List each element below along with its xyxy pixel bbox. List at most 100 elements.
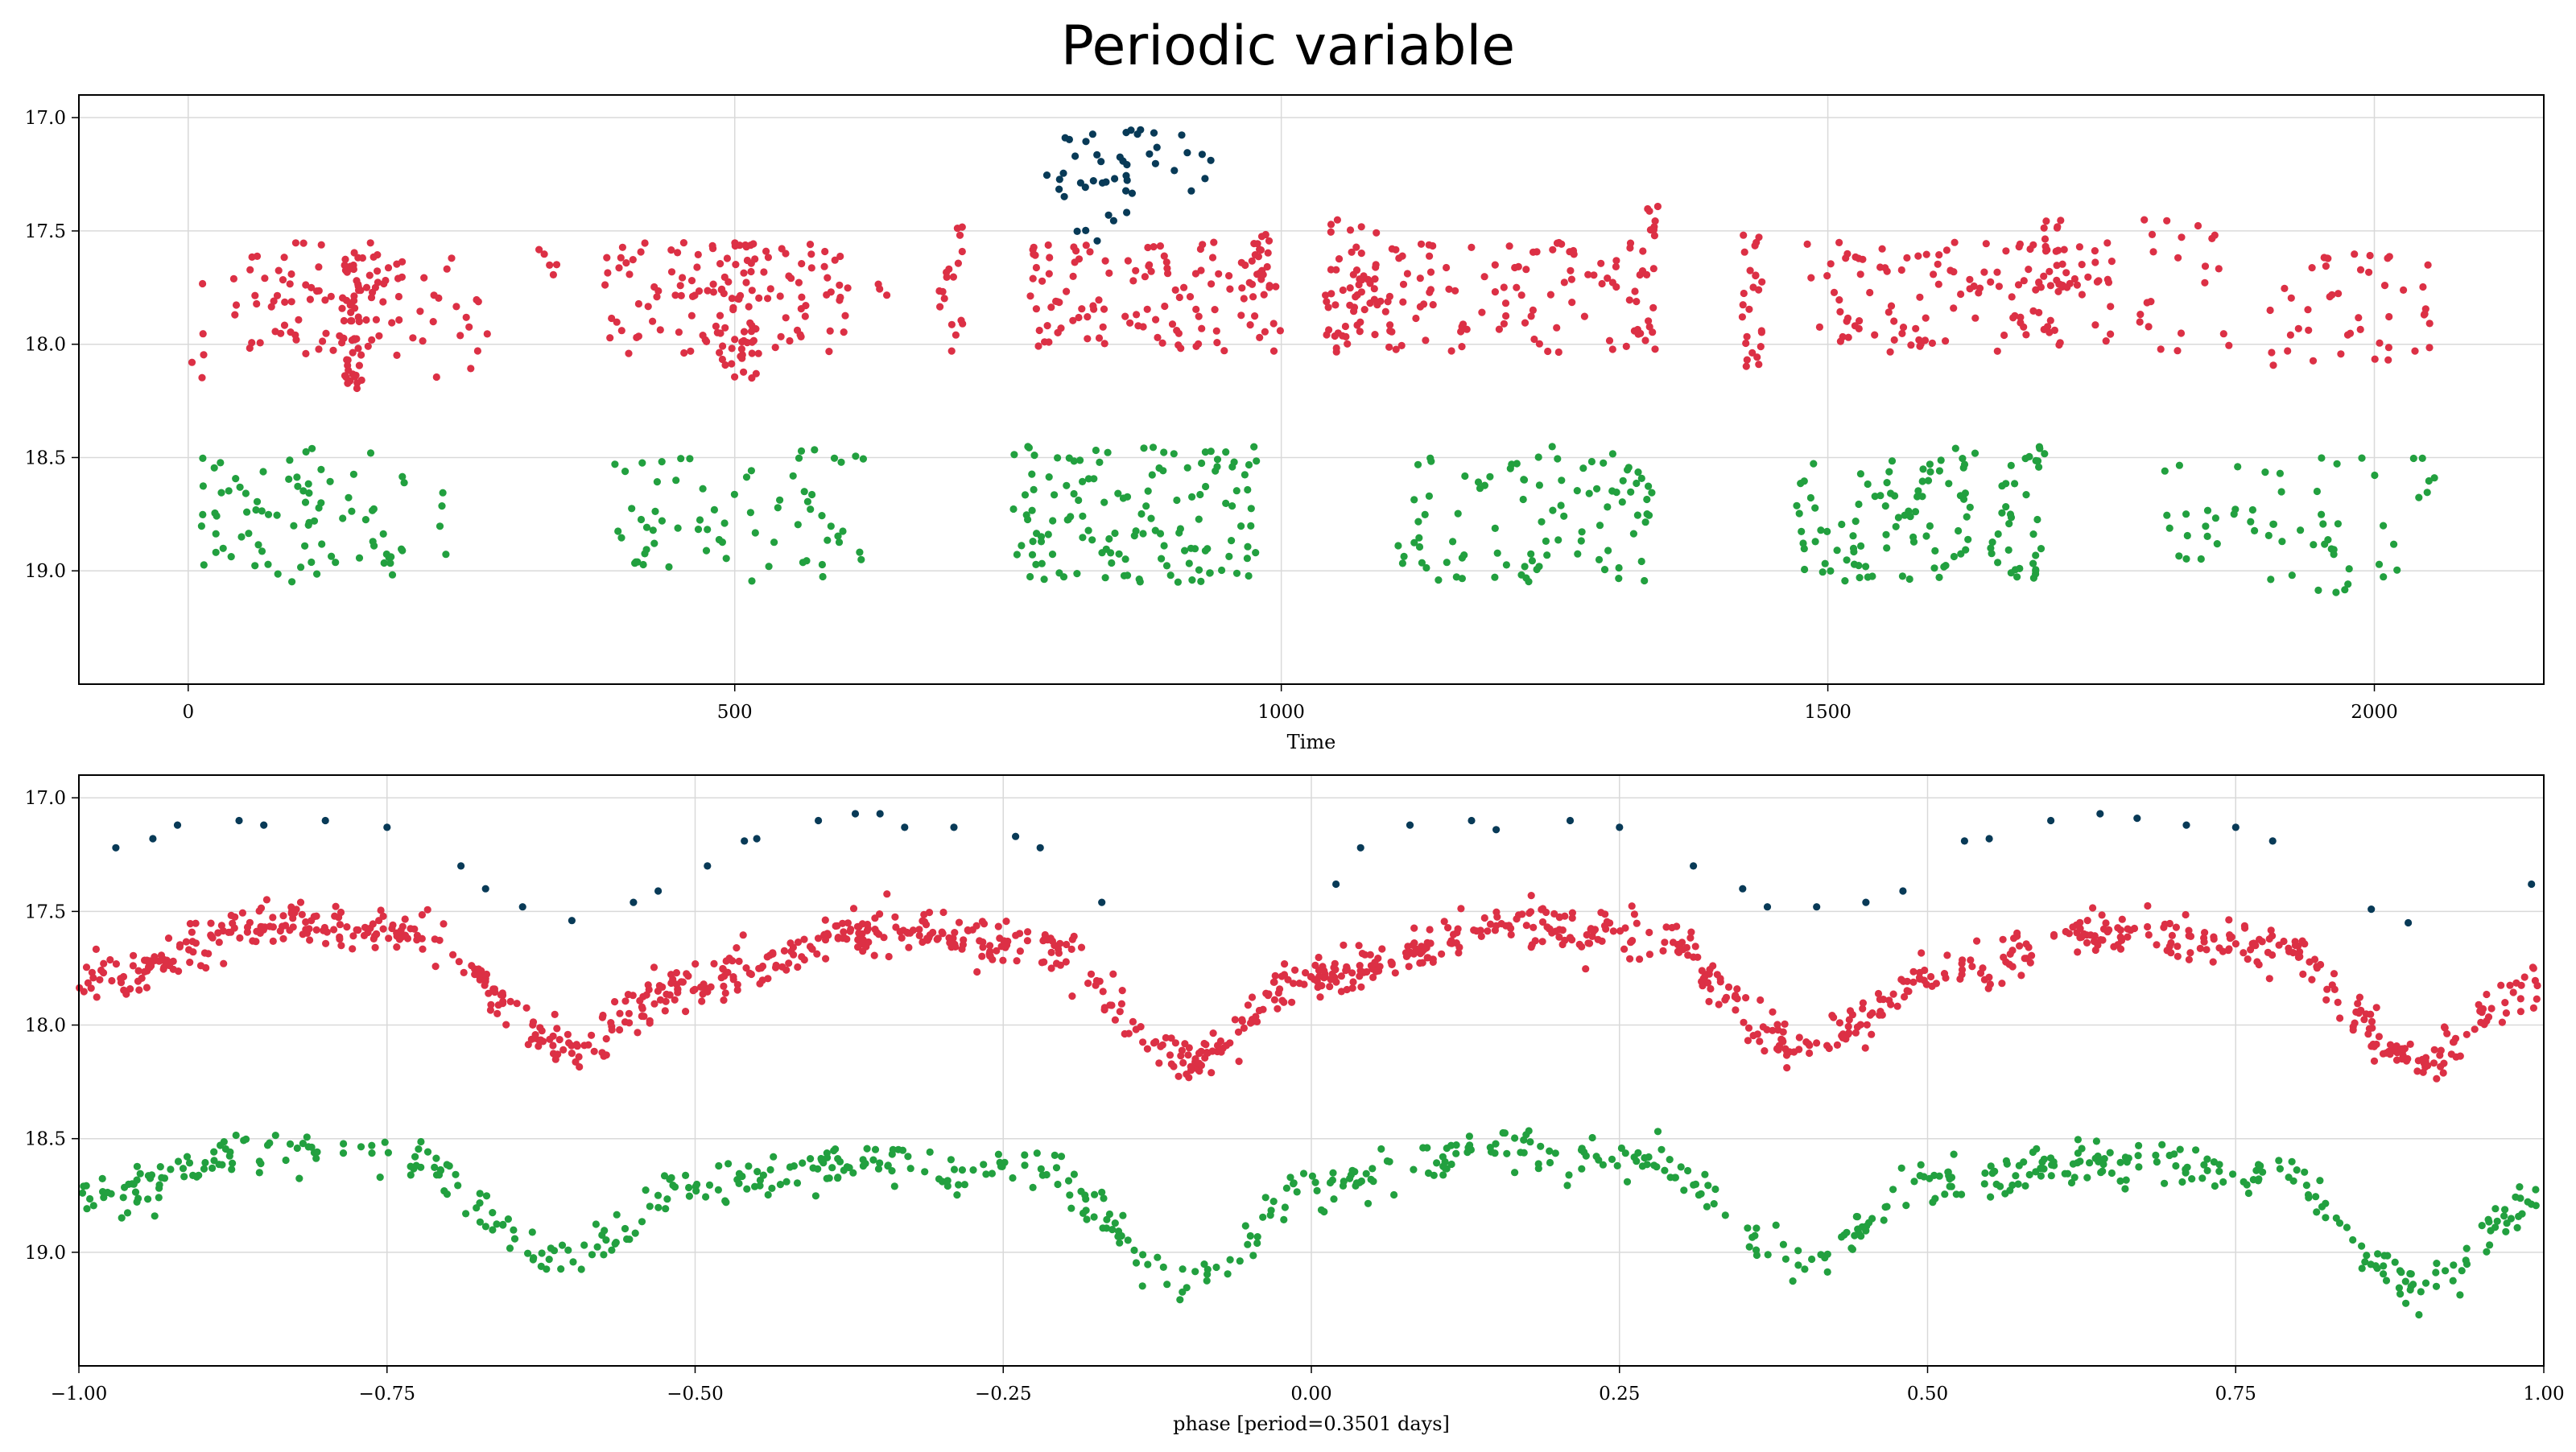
data-point-g [1960, 460, 1969, 468]
data-point-r [2392, 1056, 2401, 1064]
data-point-r [939, 287, 947, 295]
data-point-g [2380, 1262, 2388, 1270]
data-point-g [2182, 555, 2190, 563]
data-point-g [1196, 490, 1204, 499]
data-point-g [217, 459, 225, 467]
data-point-g [1988, 538, 1996, 547]
data-point-r [1177, 1052, 1185, 1060]
data-point-g [1213, 463, 1221, 471]
data-point-g [2259, 1168, 2267, 1176]
data-point-r [949, 273, 957, 281]
data-point-r [1024, 928, 1032, 936]
data-point-r [1745, 305, 1753, 313]
data-point-g [638, 459, 646, 467]
data-point-r [1105, 269, 1113, 277]
data-point-r [2174, 347, 2182, 355]
data-point-g [1099, 1224, 1107, 1232]
data-point-r [2231, 940, 2240, 948]
data-point-r [2143, 299, 2151, 307]
data-point-r [2323, 985, 2331, 993]
data-point-r [740, 328, 749, 336]
data-point-r [322, 329, 330, 337]
data-point-r [2386, 1050, 2394, 1058]
data-point-g [888, 1167, 896, 1175]
data-point-r [1457, 905, 1465, 913]
data-point-r [1843, 314, 1852, 322]
data-point-r [354, 313, 362, 321]
data-point-r [760, 268, 768, 276]
data-point-r [1914, 252, 1922, 260]
data-point-r [687, 277, 696, 285]
data-point-r [2477, 1018, 2485, 1026]
data-point-g [266, 1139, 274, 1147]
data-point-r [728, 360, 736, 368]
data-point-r [1063, 287, 1071, 295]
data-point-r [208, 934, 217, 942]
data-point-r [754, 349, 762, 357]
data-point-i [1899, 887, 1907, 895]
data-point-r [2501, 999, 2509, 1007]
data-point-g [1959, 455, 1967, 463]
data-point-r [1013, 957, 1021, 965]
data-point-r [1493, 913, 1501, 921]
data-point-i [112, 844, 120, 852]
data-point-g [1029, 1183, 1037, 1191]
data-point-g [1971, 449, 1979, 457]
data-point-g [1914, 487, 1922, 495]
data-point-g [1383, 1157, 1391, 1165]
data-point-g [830, 454, 839, 462]
data-point-g [1789, 1277, 1797, 1285]
data-point-g [1604, 547, 1612, 555]
data-point-g [1173, 496, 1181, 505]
data-point-r [1928, 982, 1936, 990]
data-point-g [312, 1154, 320, 1162]
data-point-g [1213, 456, 1222, 464]
data-point-r [2055, 340, 2063, 349]
data-point-g [1116, 1239, 1124, 1247]
data-point-g [649, 526, 657, 534]
data-point-g [221, 1145, 229, 1153]
data-point-g [1222, 448, 1230, 456]
data-point-r [1567, 266, 1575, 274]
data-point-r [2419, 1068, 2427, 1076]
data-point-r [2093, 278, 2101, 286]
data-point-r [883, 291, 891, 299]
data-point-r [1376, 963, 1384, 971]
data-point-g [823, 1174, 831, 1182]
data-point-g [212, 548, 220, 556]
data-point-r [1212, 327, 1220, 335]
data-point-g [144, 1172, 152, 1180]
data-point-r [2376, 339, 2384, 347]
data-point-r [2462, 1030, 2471, 1038]
data-point-r [646, 1019, 654, 1027]
data-point-g [1643, 495, 1651, 504]
data-point-g [2276, 469, 2284, 477]
data-point-r [2386, 1041, 2395, 1049]
data-point-r [280, 321, 289, 329]
data-point-r [1386, 321, 1394, 329]
data-point-g [871, 1145, 880, 1153]
data-point-r [1156, 242, 1164, 250]
data-point-g [1163, 1281, 1171, 1289]
data-point-g [436, 1166, 445, 1174]
data-point-g [637, 515, 646, 524]
data-point-r [344, 379, 352, 387]
data-point-g [2074, 1149, 2082, 1157]
data-point-r [291, 239, 299, 247]
data-point-r [764, 975, 772, 983]
data-point-r [92, 945, 100, 953]
data-point-r [2210, 933, 2218, 941]
data-point-r [1583, 930, 1591, 939]
data-point-g [1956, 492, 1964, 500]
axes-frame [78, 774, 2545, 1367]
data-point-g [663, 1195, 671, 1203]
axes-frame [78, 94, 2545, 685]
data-point-r [465, 323, 473, 331]
data-point-g [662, 1205, 670, 1213]
data-point-r [1669, 938, 1678, 947]
data-point-r [2355, 314, 2363, 322]
data-point-g [258, 507, 266, 515]
data-point-g [795, 454, 803, 462]
data-point-g [2033, 515, 2041, 524]
data-point-g [2040, 1155, 2048, 1163]
